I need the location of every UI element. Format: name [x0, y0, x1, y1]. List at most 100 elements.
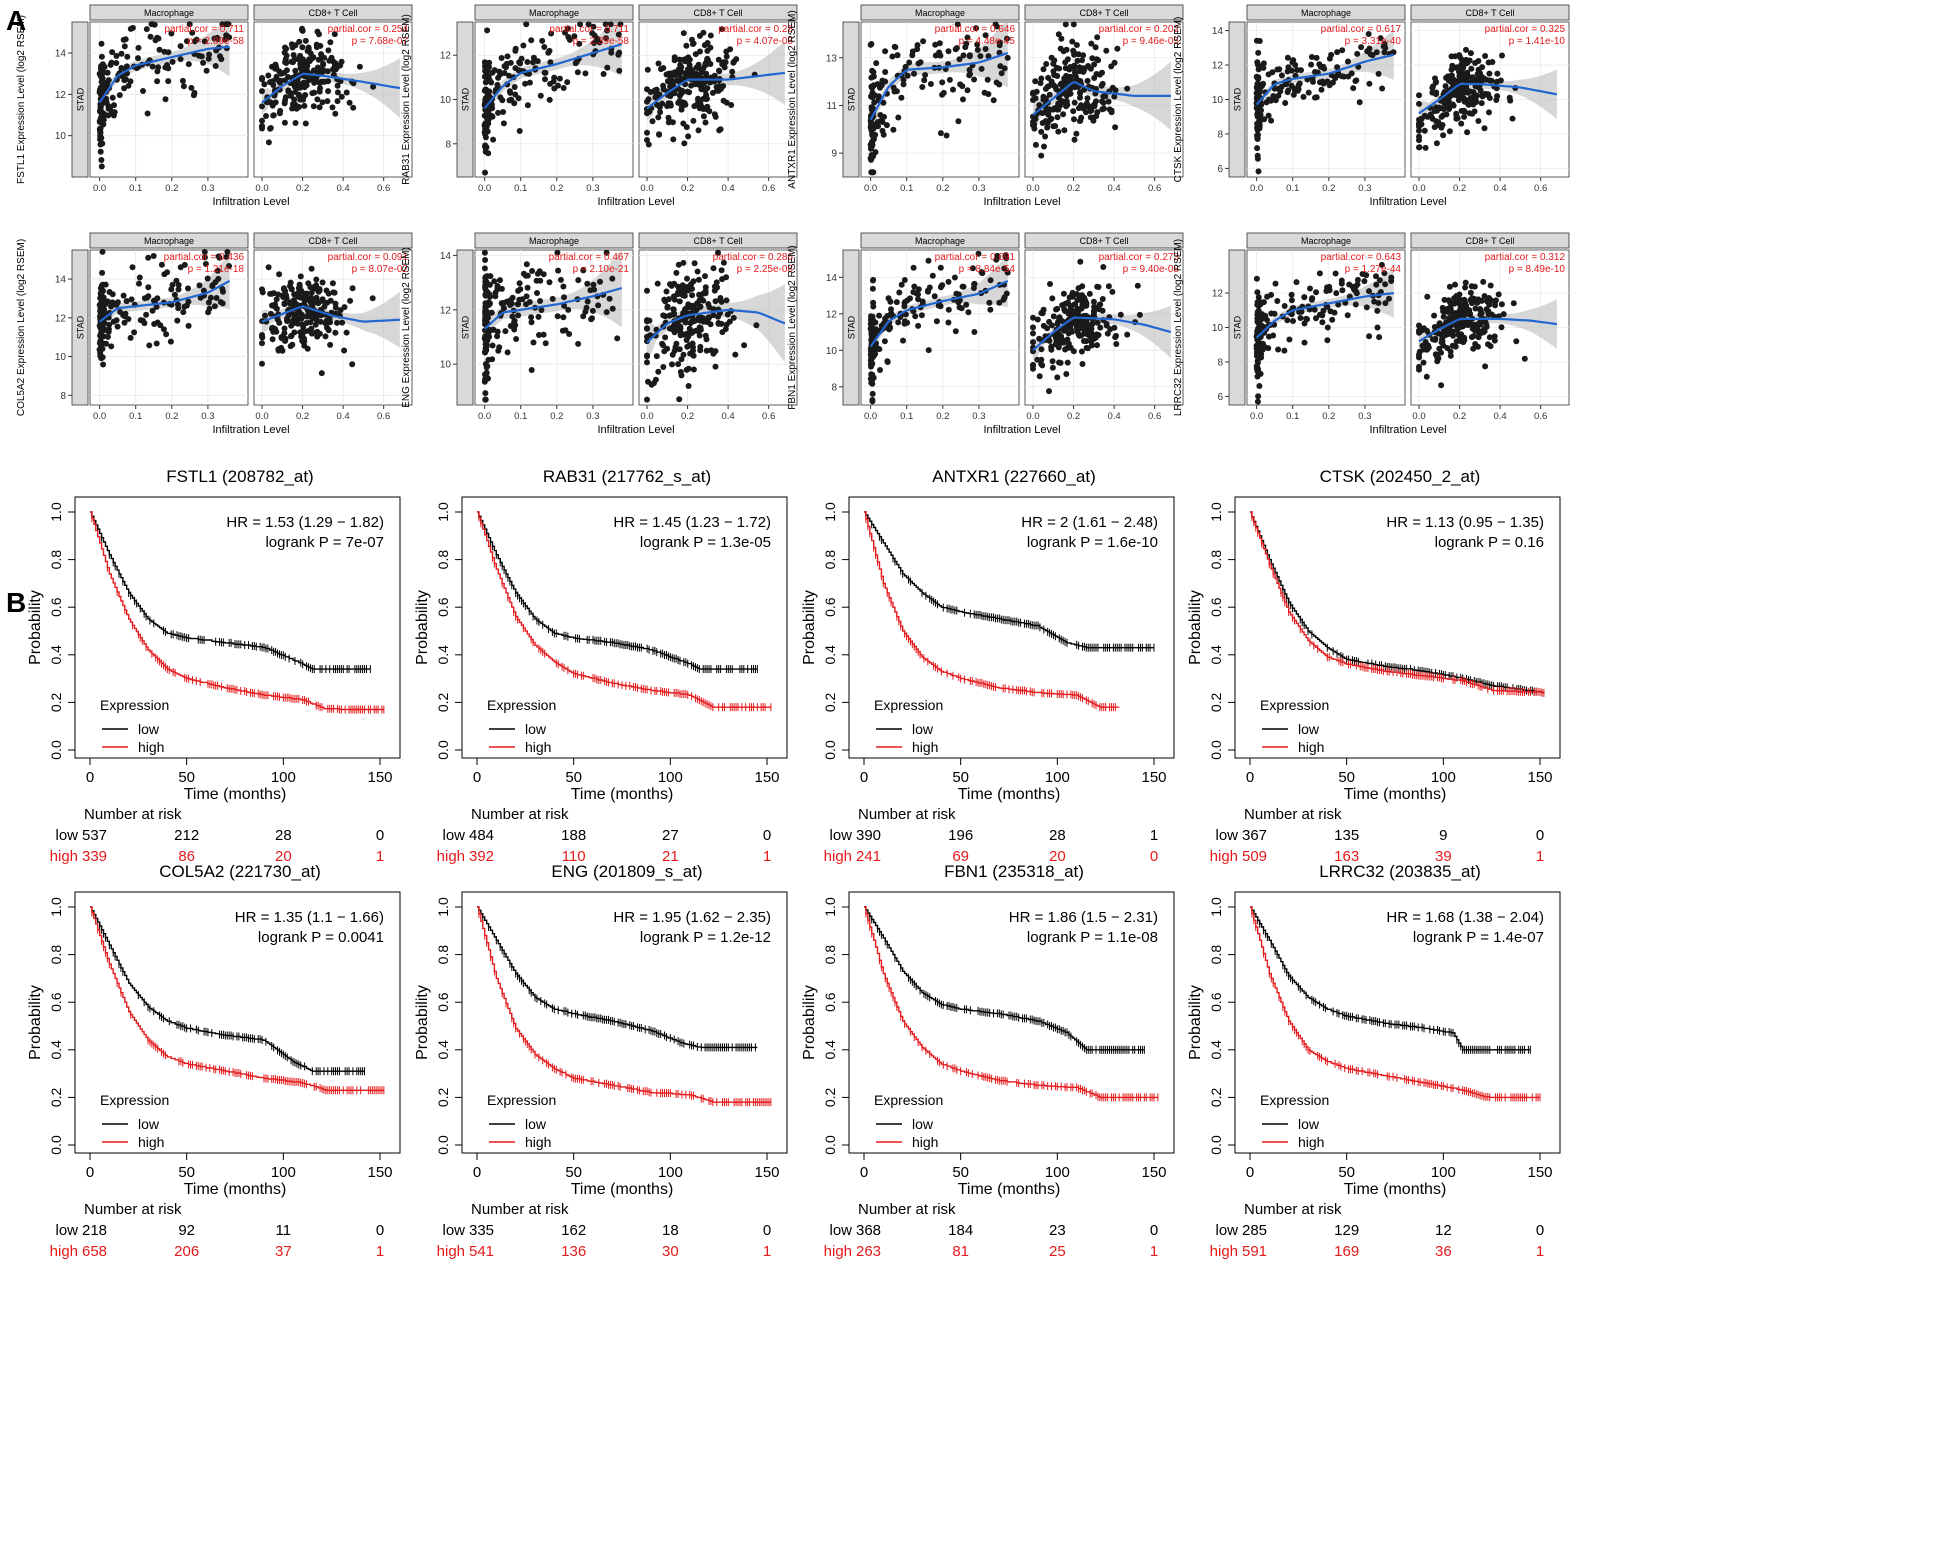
data-point — [1036, 102, 1043, 109]
data-point — [289, 341, 296, 348]
data-point — [1065, 76, 1072, 83]
data-point — [683, 366, 690, 373]
data-point — [207, 294, 214, 301]
data-point — [1049, 358, 1056, 365]
data-point — [131, 329, 138, 336]
row-strip-label: STAD — [76, 87, 86, 111]
data-point — [190, 92, 197, 99]
partial-cor-label: partial.cor = 0.646 — [935, 24, 1016, 35]
data-point — [122, 36, 129, 43]
data-point — [1352, 78, 1359, 84]
data-point — [937, 264, 944, 271]
data-point — [1431, 108, 1438, 114]
confidence-band — [1419, 69, 1557, 123]
data-point — [945, 278, 952, 285]
data-point — [299, 56, 306, 63]
data-point — [177, 43, 184, 50]
logrank-p: logrank P = 0.16 — [1435, 534, 1544, 551]
data-point — [498, 300, 505, 307]
facet-strip — [1410, 4, 1570, 21]
data-point — [1327, 308, 1334, 315]
data-point — [554, 249, 561, 256]
data-point — [1475, 334, 1482, 341]
legend-label-low: low — [1298, 721, 1320, 737]
data-point — [1332, 75, 1339, 82]
data-point — [1453, 110, 1460, 117]
data-point — [547, 59, 554, 66]
data-point — [497, 71, 504, 78]
data-point — [201, 248, 208, 255]
x-tick-label: 0.3 — [201, 183, 214, 194]
data-point — [1467, 50, 1474, 57]
data-point — [1448, 72, 1455, 79]
data-point — [1446, 128, 1453, 135]
data-point — [290, 297, 297, 304]
data-point — [1333, 290, 1340, 297]
data-point — [512, 45, 519, 52]
data-point — [661, 348, 668, 355]
facet-strip-label: Macrophage — [144, 236, 194, 246]
data-point — [1292, 62, 1299, 68]
p-value-label: p = 2.39e-58 — [573, 36, 630, 47]
data-point — [125, 316, 132, 322]
data-point — [557, 276, 564, 283]
scatter-points — [96, 21, 233, 170]
legend-label-low: low — [525, 721, 547, 737]
data-point — [706, 108, 713, 115]
censor-marks-high — [1251, 513, 1545, 697]
data-point — [1369, 52, 1376, 59]
data-point — [690, 366, 697, 373]
data-point — [1486, 109, 1492, 116]
data-point — [1262, 312, 1269, 319]
data-point — [1475, 58, 1482, 64]
data-point — [1088, 338, 1095, 345]
data-point — [1416, 144, 1422, 151]
data-point — [542, 76, 548, 83]
data-point — [717, 126, 724, 133]
data-point — [481, 265, 488, 272]
data-point — [971, 329, 978, 335]
data-point — [582, 70, 589, 77]
data-point — [915, 322, 922, 329]
data-point — [1438, 339, 1445, 346]
data-point — [644, 325, 650, 332]
data-point — [1030, 330, 1036, 337]
data-point — [307, 298, 314, 305]
data-point — [644, 66, 651, 73]
data-point — [1324, 303, 1331, 310]
y-tick-label: 1.0 — [48, 897, 64, 917]
data-point — [1081, 65, 1088, 72]
data-point — [331, 289, 338, 296]
data-point — [939, 79, 946, 86]
data-point — [1031, 125, 1038, 132]
data-point — [955, 118, 962, 125]
data-point — [1433, 91, 1439, 98]
data-point — [1062, 91, 1069, 98]
data-point — [105, 77, 112, 84]
data-point — [684, 275, 690, 282]
data-point — [1319, 319, 1326, 326]
data-point — [900, 337, 906, 344]
data-point — [1261, 116, 1268, 123]
data-point — [1416, 100, 1422, 107]
data-point — [695, 65, 702, 72]
correlation-plot-fstl1: FSTL1 Expression Level (log2 RSEM) 101214… — [16, 4, 413, 208]
data-point — [1316, 270, 1323, 277]
data-point — [677, 62, 684, 68]
data-point — [101, 319, 108, 326]
data-point — [1053, 306, 1059, 313]
p-value-label: p = 1.21e-18 — [188, 264, 245, 275]
data-point — [657, 109, 664, 116]
data-point — [617, 21, 624, 28]
x-tick-label: 0.6 — [1534, 183, 1547, 194]
y-tick-label: 11 — [827, 101, 838, 112]
data-point — [1113, 332, 1119, 339]
data-point — [482, 169, 488, 176]
data-point — [297, 273, 304, 280]
data-point — [105, 112, 112, 119]
row-strip-label: STAD — [847, 315, 857, 339]
row-strip — [1228, 21, 1246, 178]
data-point — [882, 69, 889, 75]
